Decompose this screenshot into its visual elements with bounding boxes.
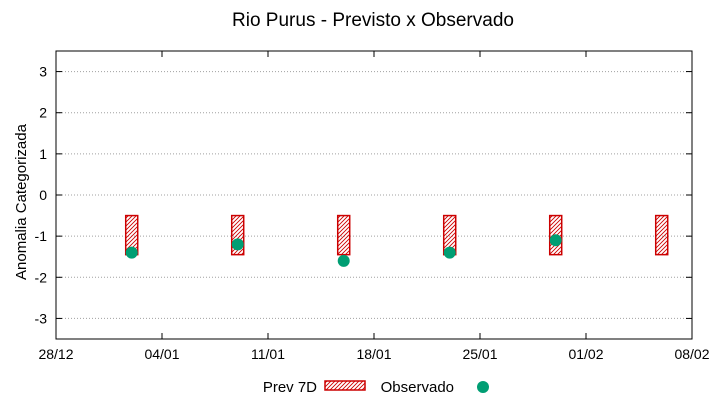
y-tick-label: 1 — [39, 146, 47, 162]
y-axis-label: Anomalia Categorizada — [13, 123, 30, 280]
forecast-bar — [654, 214, 669, 256]
grid — [56, 71, 692, 319]
observed-point — [337, 254, 350, 267]
forecast-bar — [336, 214, 351, 256]
observed-point — [443, 246, 456, 259]
x-tick-label: 11/01 — [251, 346, 285, 362]
x-tick-label: 18/01 — [356, 346, 391, 362]
observed-point — [549, 234, 562, 247]
plot-frame — [55, 50, 693, 340]
chart-title: Rio Purus - Previsto x Observado — [232, 10, 514, 31]
legend-label-observado: Observado — [381, 379, 454, 396]
legend-swatch-prev-7d — [324, 380, 366, 391]
observed-points — [125, 234, 562, 267]
y-tick-label: -2 — [35, 269, 48, 285]
legend: Prev 7D Observado — [263, 379, 489, 396]
y-tick-label: 2 — [39, 105, 47, 121]
legend-label-prev-7d: Prev 7D — [263, 379, 317, 396]
x-tick-label: 01/02 — [568, 346, 603, 362]
axis-ticks: 3 2 1 0 -1 -2 -3 28/12 04/01 11/01 18/01 25/01 01/02… — [35, 51, 710, 362]
forecast-bars — [124, 214, 669, 256]
observed-point — [125, 246, 138, 259]
x-tick-label: 25/01 — [462, 346, 497, 362]
legend-marker-observado — [477, 381, 489, 393]
observed-point — [231, 238, 244, 251]
x-tick-label: 04/01 — [144, 346, 179, 362]
y-tick-label: -1 — [35, 228, 48, 244]
y-tick-label: 0 — [39, 187, 47, 203]
x-tick-label: 28/12 — [38, 346, 73, 362]
x-tick-label: 08/02 — [674, 346, 709, 362]
y-tick-label: -3 — [35, 310, 48, 326]
y-tick-label: 3 — [39, 64, 47, 80]
